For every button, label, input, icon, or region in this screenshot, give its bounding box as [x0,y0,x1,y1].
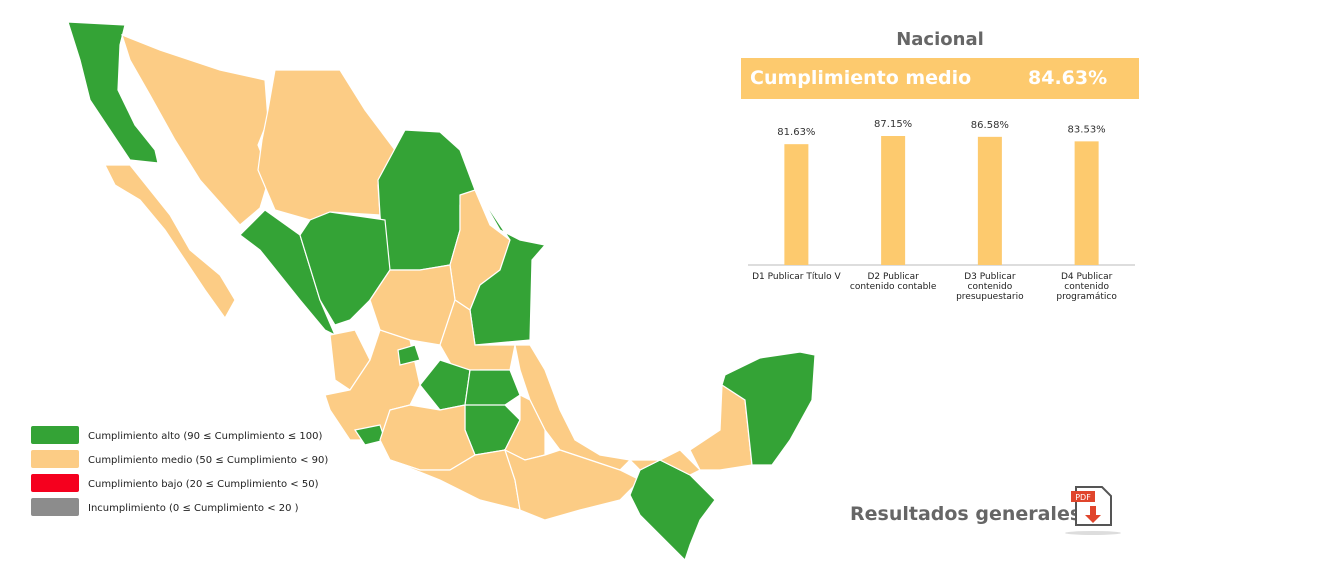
mexico-map [67,21,816,562]
summary-label: Cumplimiento medio [750,67,971,89]
legend: Cumplimiento alto (90 ≤ Cumplimiento ≤ 1… [31,426,328,516]
value-label: 83.53% [1068,124,1106,135]
legend-swatch [31,498,79,516]
value-label: 81.63% [777,127,815,138]
value-label: 87.15% [874,119,912,130]
category-label: D2 Publicar contenido contable [849,272,937,292]
value-label: 86.58% [971,120,1009,131]
bar [1074,141,1099,265]
legend-label: Cumplimiento medio (50 ≤ Cumplimiento < … [88,455,328,466]
category-label: D4 Publicar contenido programático [1056,272,1117,302]
legend-swatch [31,474,79,492]
category-label: D3 Publicar contenido presupuestario [956,272,1024,302]
legend-label: Cumplimiento alto (90 ≤ Cumplimiento ≤ 1… [88,431,323,442]
summary-value: 84.63% [1028,67,1107,89]
title: Nacional [896,29,984,50]
summary-banner [741,58,1139,99]
legend-swatch [31,450,79,468]
legend-swatch [31,426,79,444]
results-link[interactable]: Resultados generales [850,503,1081,525]
svg-text:PDF: PDF [1075,493,1091,502]
bar [881,136,906,265]
bar [977,136,1002,265]
bar [784,144,809,265]
bar-chart: 81.63% 87.15% 86.58% 83.53% [748,119,1135,266]
legend-label: Cumplimiento bajo (20 ≤ Cumplimiento < 5… [88,479,319,490]
legend-label: Incumplimiento (0 ≤ Cumplimiento < 20 ) [88,503,299,514]
category-label: D1 Publicar Título V [752,272,841,282]
pdf-icon[interactable]: PDF [1065,486,1121,535]
